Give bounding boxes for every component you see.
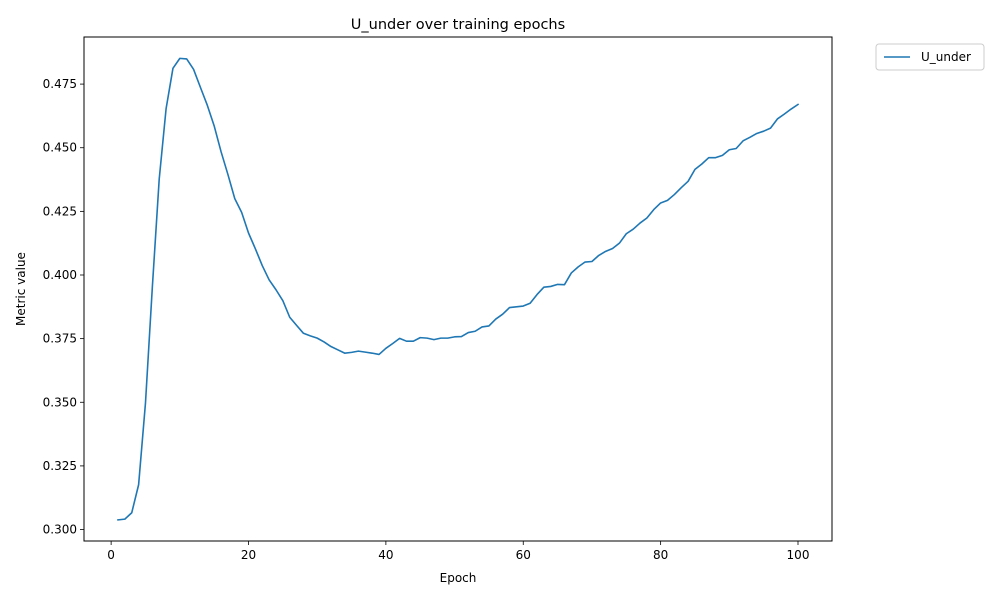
series-line-u-under xyxy=(117,57,800,521)
y-axis: 0.300 0.325 0.350 0.375 0.400 0.425 0.450 0.475 xyxy=(43,77,84,537)
legend-box xyxy=(875,43,985,71)
x-tick-label: 80 xyxy=(653,548,668,562)
x-axis: 0 20 40 60 80 100 xyxy=(107,541,809,562)
y-tick-label: 0.350 xyxy=(43,395,77,409)
y-tick-label: 0.375 xyxy=(43,332,77,346)
legend-label-u-under: U_under xyxy=(921,50,971,64)
plot-area xyxy=(84,37,832,541)
y-tick-label: 0.475 xyxy=(43,77,77,91)
y-tick-label: 0.450 xyxy=(43,141,77,155)
x-tick-label: 40 xyxy=(378,548,393,562)
x-tick-label: 100 xyxy=(787,548,810,562)
y-tick-label: 0.300 xyxy=(43,523,77,537)
y-tick-label: 0.325 xyxy=(43,459,77,473)
x-tick-label: 60 xyxy=(516,548,531,562)
y-axis-title: Metric value xyxy=(14,252,28,326)
series-layer xyxy=(117,57,800,521)
y-tick-label: 0.425 xyxy=(43,204,77,218)
x-axis-title: Epoch xyxy=(440,571,477,585)
x-tick-label: 20 xyxy=(241,548,256,562)
plot-frame xyxy=(83,36,833,542)
chart-title: U_under over training epochs xyxy=(351,17,565,33)
y-tick-label: 0.400 xyxy=(43,268,77,282)
x-tick-label: 0 xyxy=(107,548,115,562)
legend: U_under xyxy=(875,43,985,71)
